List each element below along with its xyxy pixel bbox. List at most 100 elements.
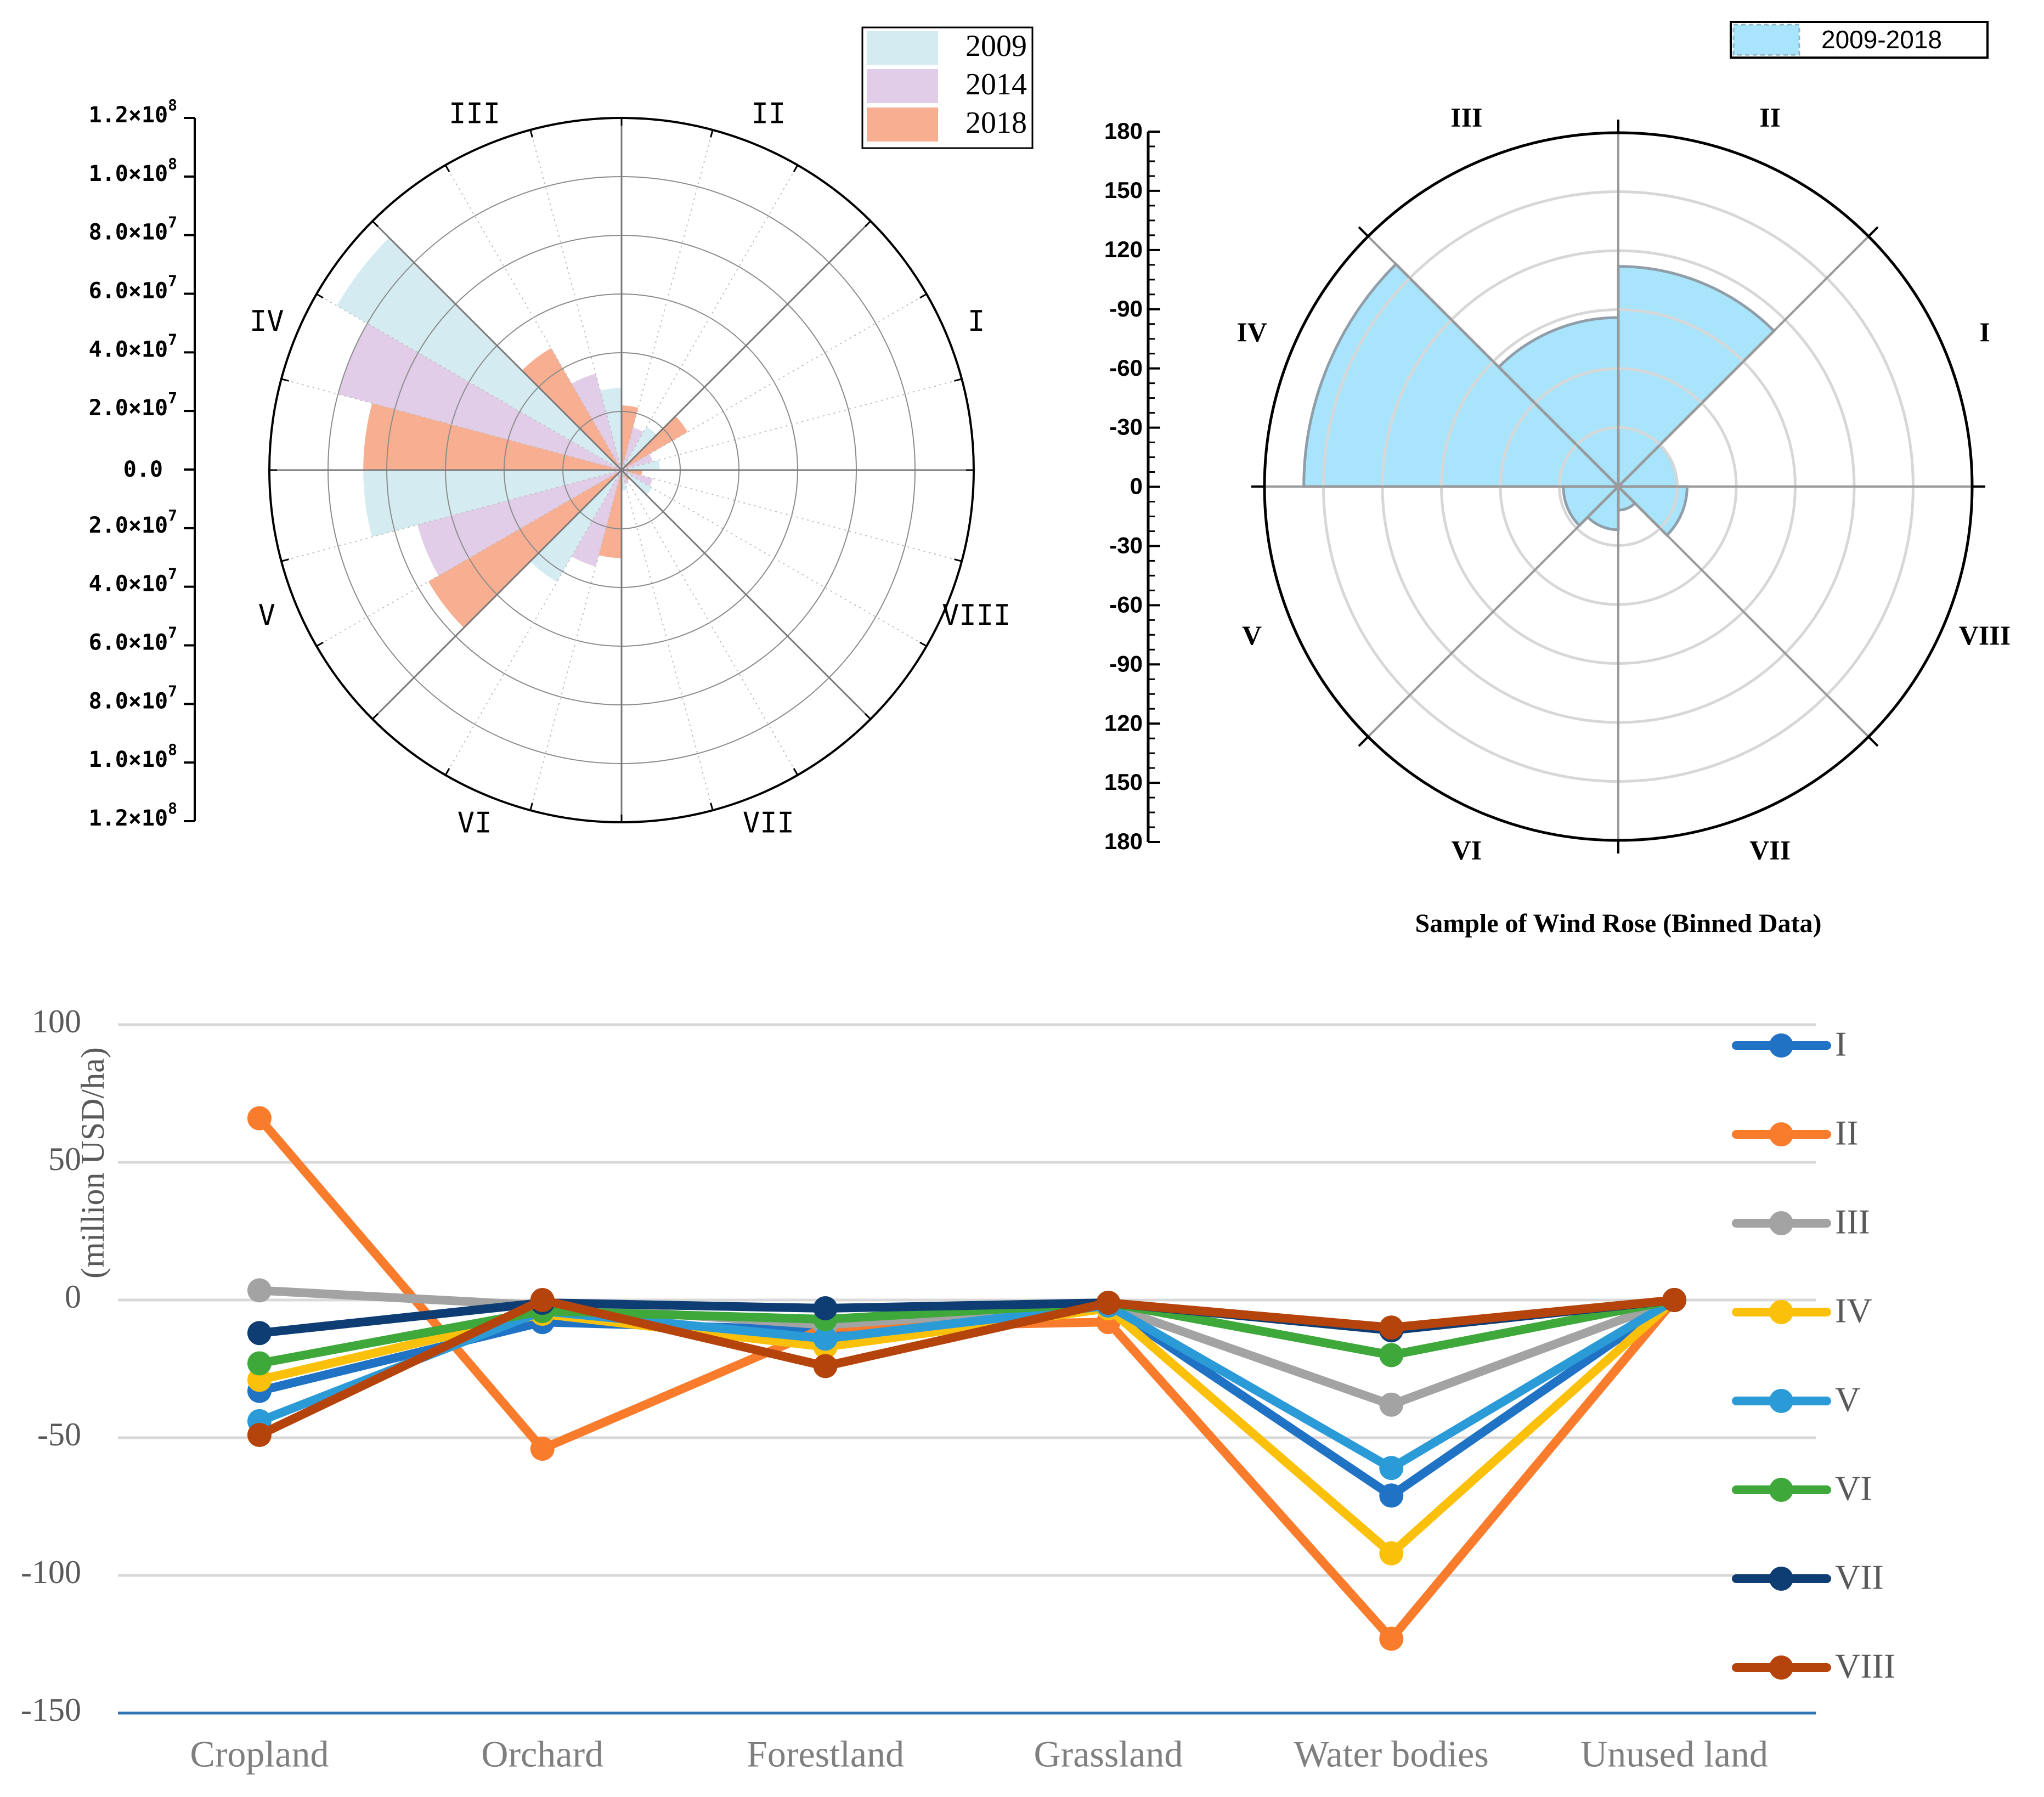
sector-label-IV: IV (1236, 317, 1267, 347)
sector-label-III: III (449, 97, 500, 130)
rose-outer-tick (1358, 736, 1369, 747)
rose-bar-IV (1302, 262, 1622, 488)
data-point-VIII-Cropland (247, 1422, 272, 1447)
rose-spoke (1367, 485, 1619, 738)
rose-bar-I-2009 (622, 460, 660, 470)
sector-label-II: II (1759, 102, 1781, 133)
x-tick-label: Grassland (1034, 1733, 1183, 1775)
data-point-II-Cropland (247, 1106, 272, 1131)
rose-major-spoke (620, 469, 872, 720)
rose-axis-tick-label: 2.0×107 (89, 506, 177, 538)
sector-label-I: I (1979, 317, 1990, 347)
rose-minor-spoke (529, 470, 622, 811)
legend-swatch-2014 (867, 69, 938, 103)
rose-axis-tick-label: 150 (1104, 177, 1143, 203)
x-tick-label: Unused land (1580, 1733, 1768, 1775)
rose-axis-tick-label: 150 (1104, 769, 1143, 795)
rose-minor-spoke (529, 129, 622, 471)
rose-bar-IV-2009 (337, 238, 622, 470)
rose-axis-tick-label: 0.0 (123, 457, 163, 482)
rose-axis-tick-label: -60 (1109, 591, 1143, 617)
rose-major-spoke (371, 220, 623, 471)
rose-axis-tick-label: 0 (1130, 473, 1143, 499)
rose-axis-tick-label: 1.2×108 (89, 799, 177, 831)
data-point-V-Water bodies (1379, 1456, 1404, 1480)
data-point-VIII-Unused land (1662, 1288, 1687, 1312)
legend-label-2018: 2018 (965, 106, 1027, 140)
rose-bar-V-2014 (417, 470, 622, 576)
rose-bars (337, 238, 688, 628)
rose-bar-VIII-2014 (622, 470, 653, 487)
rose-axis-tick-label: 2.0×107 (89, 389, 177, 421)
rose-bar-II-2009 (622, 427, 657, 470)
x-tick-label: Cropland (190, 1733, 329, 1775)
rose-outer-tick (444, 165, 450, 172)
rose-bar-VII-2009 (622, 470, 627, 491)
legend-marker-VII (1769, 1567, 1793, 1591)
rose-outer-tick (444, 768, 450, 776)
rose-axis-tick-label: -90 (1109, 296, 1143, 321)
data-point-VIII-Orchard (530, 1288, 555, 1312)
rose-outer-tick (919, 293, 927, 299)
rose-axis-tick-label: -90 (1109, 651, 1143, 676)
legend-marker-V (1769, 1389, 1793, 1413)
rose-bars (1302, 262, 1776, 538)
rose-axis-tick-label: 120 (1104, 236, 1143, 262)
legend-marker-VI (1769, 1478, 1793, 1502)
y-tick-label: -50 (37, 1416, 81, 1453)
rose-axis-tick-label: 4.0×107 (89, 330, 177, 362)
rose-outer-tick (281, 378, 289, 382)
rose-minor-spoke (316, 470, 622, 647)
rose-bar-V-2009 (363, 470, 622, 537)
rose-axis-tick-label: 6.0×107 (89, 624, 177, 655)
legend-marker-II (1769, 1122, 1793, 1146)
rose-minor-spoke (445, 470, 622, 776)
y-tick-label: 50 (48, 1141, 81, 1177)
rose-bar-VIII (1614, 485, 1689, 538)
rose-spoke (1617, 235, 1870, 488)
rose-axis-tick-label: 1.0×108 (89, 155, 177, 187)
data-point-III-Cropland (247, 1278, 272, 1303)
data-point-I-Water bodies (1379, 1483, 1404, 1508)
rose-bar-III-2014 (572, 374, 622, 470)
rose-spoke (1367, 235, 1619, 488)
sector-label-VIII: VIII (942, 599, 1010, 632)
sector-label-V: V (258, 599, 275, 632)
x-tick-label: Orchard (481, 1733, 603, 1775)
legend-label-2009-2018: 2009-2018 (1821, 25, 1942, 54)
legend-label-IV: IV (1835, 1291, 1872, 1330)
rose-minor-spoke (621, 470, 927, 647)
rose-minor-spoke (621, 470, 798, 776)
rose-bar-VI-2009 (530, 470, 622, 582)
rose-outer-tick (1867, 226, 1879, 238)
data-point-IV-Water bodies (1379, 1541, 1404, 1566)
data-point-VII-Cropland (247, 1321, 272, 1346)
legend-marker-III (1769, 1211, 1793, 1235)
rose-minor-spoke (621, 470, 714, 811)
rose-outer-tick (1867, 736, 1879, 747)
sector-label-V: V (1242, 620, 1262, 651)
rose-bar-VIII-2009 (622, 470, 652, 495)
data-point-II-Orchard (530, 1437, 555, 1461)
y-tick-label: 100 (32, 1003, 81, 1039)
sector-label-VII: VII (1749, 834, 1791, 865)
rose-axis-tick-label: -30 (1109, 414, 1143, 440)
rose-axis-tick-label: -60 (1109, 355, 1143, 381)
rose-minor-spoke (621, 293, 927, 471)
sector-label-VII: VII (743, 807, 794, 840)
rose-bar-II (1617, 265, 1776, 490)
rose-outer-tick (281, 558, 289, 562)
rose-outer-tick (919, 641, 927, 647)
rose-axis: 1.2×108 1.0×108 8.0×107 6.0×107 4.0×107 2.0×1… (89, 96, 196, 831)
rose-axis-tick-label: 120 (1104, 710, 1143, 736)
rose-legend: 2009 2014 2018 (861, 26, 1034, 149)
rose-outer-tick (710, 129, 714, 138)
rose-bar-III (1497, 316, 1620, 490)
sector-label-VI: VI (458, 807, 492, 840)
y-tick-label: 0 (65, 1279, 81, 1315)
rose-bar-I-2014 (622, 454, 653, 470)
y-tick-label: -150 (21, 1692, 81, 1728)
rose-bar-V (1562, 485, 1622, 528)
rose-bar-III-2018 (522, 348, 622, 470)
series-VIII (247, 1288, 1687, 1447)
